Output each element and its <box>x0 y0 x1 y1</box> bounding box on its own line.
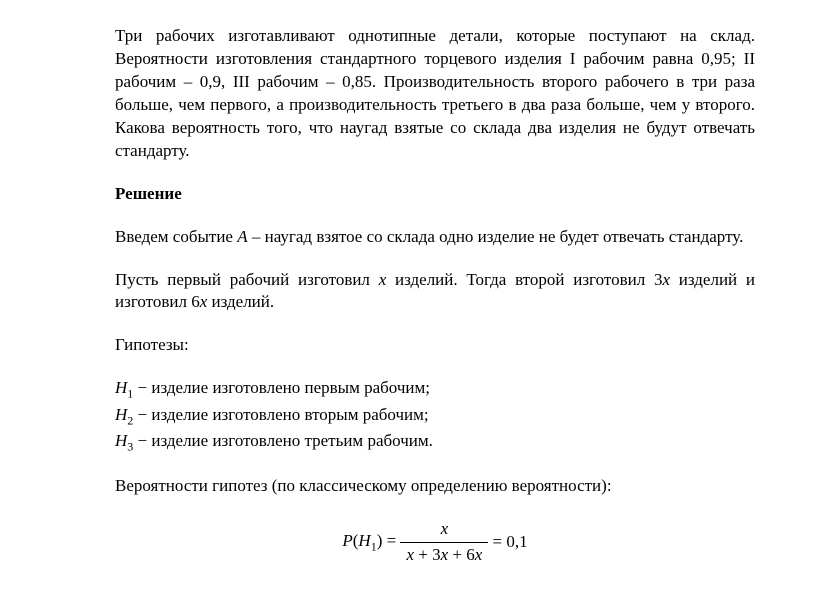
hyp-separator: − <box>133 431 151 450</box>
event-definition: Введем событие A – наугад взятое со скла… <box>115 226 755 249</box>
hyp-text: изделие изготовлено вторым рабочим; <box>151 405 428 424</box>
denom-x3: x <box>475 545 483 564</box>
event-intro-suffix: – наугад взятое со склада одно изделие н… <box>248 227 744 246</box>
formula-left: P(H1) = <box>342 530 396 555</box>
denom-x1: x <box>406 545 414 564</box>
denom-x2: x <box>441 545 449 564</box>
equals-result: = 0,1 <box>493 531 528 554</box>
hyp-symbol: H <box>115 431 127 450</box>
denom-plus1: + 3 <box>414 545 441 564</box>
numerator: x <box>400 518 488 543</box>
denominator: x + 3x + 6x <box>400 543 488 567</box>
hypothesis-list: H1 − изделие изготовлено первым рабочим;… <box>115 377 755 455</box>
formula: P(H1) = x x + 3x + 6x = 0,1 <box>342 518 527 567</box>
hypotheses-label: Гипотезы: <box>115 334 755 357</box>
probability-intro: Вероятности гипотез (по классическому оп… <box>115 475 755 498</box>
func-p: P <box>342 531 352 550</box>
prod-part1: Пусть первый рабочий изготовил <box>115 270 379 289</box>
var-x-2: x <box>662 270 670 289</box>
problem-statement: Три рабочих изготавливают однотипные дет… <box>115 25 755 163</box>
hyp-separator: − <box>133 405 151 424</box>
prod-part4: изделий. <box>207 292 274 311</box>
hypothesis-item: H1 − изделие изготовлено первым рабочим; <box>115 377 755 402</box>
equals-1: = <box>382 531 396 550</box>
denom-plus2: + 6 <box>448 545 475 564</box>
hypothesis-item: H2 − изделие изготовлено вторым рабочим; <box>115 404 755 429</box>
hyp-symbol: H <box>115 378 127 397</box>
event-variable: A <box>237 227 247 246</box>
hyp-symbol: H <box>115 405 127 424</box>
hypothesis-item: H3 − изделие изготовлено третьим рабочим… <box>115 430 755 455</box>
hyp-text: изделие изготовлено первым рабочим; <box>151 378 430 397</box>
hyp-separator: − <box>133 378 151 397</box>
solution-header: Решение <box>115 183 755 206</box>
func-arg-sym: H <box>358 531 370 550</box>
hyp-text: изделие изготовлено третьим рабочим. <box>151 431 432 450</box>
fraction: x x + 3x + 6x <box>400 518 488 567</box>
prod-part2: изделий. Тогда второй изготовил 3 <box>386 270 662 289</box>
event-intro-prefix: Введем событие <box>115 227 237 246</box>
productivity-paragraph: Пусть первый рабочий изготовил x изделий… <box>115 269 755 315</box>
formula-block: P(H1) = x x + 3x + 6x = 0,1 <box>115 518 755 567</box>
